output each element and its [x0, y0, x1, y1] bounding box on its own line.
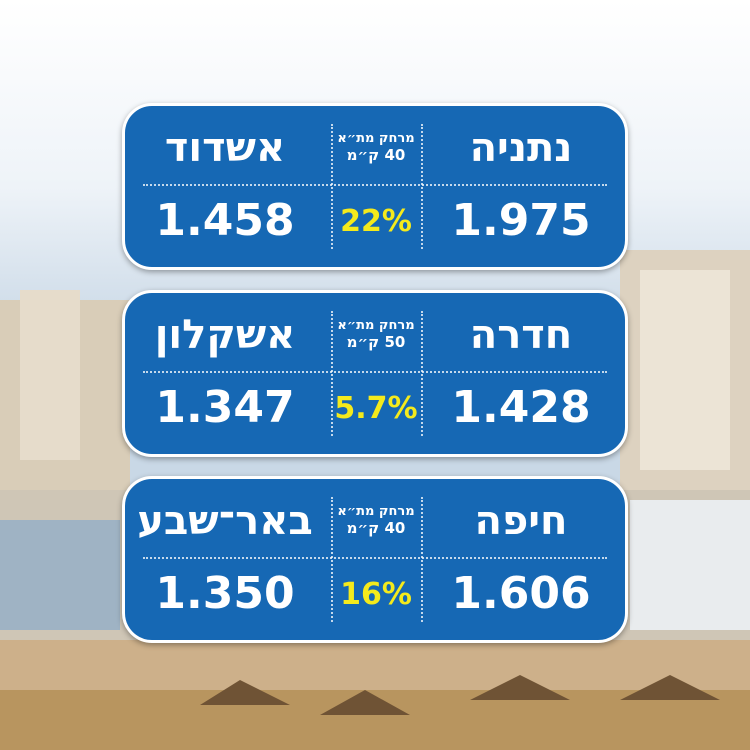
divider [421, 311, 423, 436]
divider [421, 124, 423, 249]
city-name: חדרה [469, 312, 573, 358]
price-value: 1.347 [155, 382, 295, 433]
price-value: 1.458 [155, 195, 295, 246]
city-name: אשדוד [164, 125, 286, 171]
distance: 40 ק״מ [346, 146, 406, 164]
divider [143, 184, 607, 186]
distance-label: מרחק מת״א [337, 504, 415, 519]
comparison-card: חיפה 1.606 באר־שבע 1.350 מרחק מת״א 40 ק״מ 16% [122, 476, 628, 643]
percent-difference: 16% [340, 577, 412, 612]
city-name: אשקלון [154, 312, 296, 358]
city-name: נתניה [469, 125, 573, 171]
percent-difference: 22% [340, 204, 412, 239]
distance-label: מרחק מת״א [337, 318, 415, 333]
price-value: 1.428 [451, 382, 591, 433]
price-value: 1.350 [155, 568, 295, 619]
distance: 50 ק״מ [346, 333, 406, 351]
divider [143, 557, 607, 559]
price-value: 1.975 [451, 195, 591, 246]
divider [331, 497, 333, 622]
comparison-card: נתניה 1.975 אשדוד 1.458 מרחק מת״א 40 ק״מ 22% [122, 103, 628, 270]
comparison-card: חדרה 1.428 אשקלון 1.347 מרחק מת״א 50 ק״מ 5.7% [122, 290, 628, 457]
divider [331, 124, 333, 249]
divider [331, 311, 333, 436]
city-name: חיפה [474, 498, 568, 544]
distance-label: מרחק מת״א [337, 131, 415, 146]
price-value: 1.606 [451, 568, 591, 619]
percent-difference: 5.7% [334, 391, 418, 426]
divider [143, 371, 607, 373]
city-name: באר־שבע [137, 498, 313, 544]
divider [421, 497, 423, 622]
distance: 40 ק״מ [346, 519, 406, 537]
